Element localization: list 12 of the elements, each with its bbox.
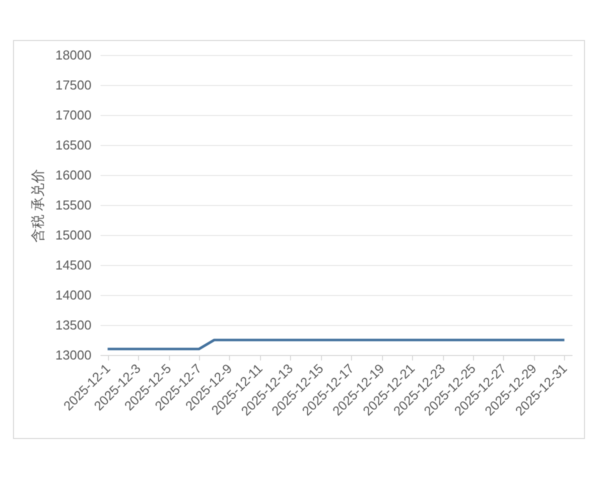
y-tick-label: 13000	[55, 348, 92, 362]
y-tick-label: 18000	[55, 48, 92, 62]
y-tick-label: 15500	[55, 198, 92, 212]
y-tick-label: 17500	[55, 78, 92, 92]
y-tick-label: 14500	[55, 258, 92, 272]
y-tick-label: 14000	[55, 288, 92, 302]
y-tick-label: 16000	[55, 168, 92, 182]
y-tick-label: 16500	[55, 138, 92, 152]
y-tick-label: 17000	[55, 108, 92, 122]
y-tick-label: 15000	[55, 228, 92, 242]
y-tick-label: 13500	[55, 318, 92, 332]
y-axis-title: 含税 承兑价	[30, 168, 46, 242]
